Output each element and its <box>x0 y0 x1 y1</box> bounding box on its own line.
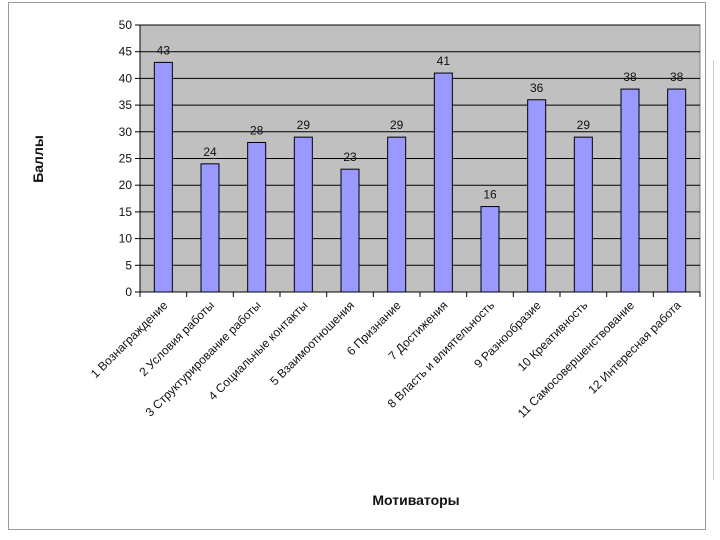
data-label: 16 <box>483 188 497 202</box>
bar <box>293 136 313 293</box>
data-label: 38 <box>623 70 637 84</box>
y-tick-label: 45 <box>119 45 133 59</box>
y-tick-label: 25 <box>119 152 133 166</box>
data-label: 43 <box>157 43 171 57</box>
y-tick-label: 30 <box>119 125 133 139</box>
y-tick-label: 5 <box>125 258 132 272</box>
category-label: 5 Взаимоотношения <box>267 298 357 388</box>
bar <box>387 136 407 293</box>
bar <box>480 206 500 293</box>
data-label: 28 <box>250 123 264 137</box>
bar <box>200 163 220 293</box>
bar-chart: 0 5 10 15 20 25 30 35 40 45 50 43 24 28 29 23 29 41 16 36 2… <box>30 18 701 508</box>
chart-frame: 0 5 10 15 20 25 30 35 40 45 50 43 24 28 29 23 29 41 16 36 2… <box>8 2 706 530</box>
y-axis-ticks: 0 5 10 15 20 25 30 35 40 45 50 <box>119 18 141 299</box>
data-label: 24 <box>203 145 217 159</box>
data-label: 41 <box>437 54 451 68</box>
bar <box>573 136 593 293</box>
bar <box>667 88 687 293</box>
y-tick-label: 10 <box>119 232 133 246</box>
category-label: 1 Вознаграждение <box>88 298 171 381</box>
data-label: 36 <box>530 81 544 95</box>
y-tick-label: 20 <box>119 178 133 192</box>
y-tick-label: 50 <box>119 18 133 32</box>
y-tick-label: 35 <box>119 98 133 112</box>
data-label: 38 <box>670 70 684 84</box>
bar <box>153 61 173 293</box>
bar <box>247 141 267 293</box>
bars: 43 24 28 29 23 29 41 16 36 29 38 38 <box>153 43 687 293</box>
bar <box>527 99 547 293</box>
slide-edge-decoration <box>713 60 720 480</box>
bar <box>340 168 360 293</box>
x-axis-title: Мотиваторы <box>372 492 459 508</box>
data-label: 29 <box>577 118 591 132</box>
bar <box>620 88 640 293</box>
data-label: 29 <box>390 118 404 132</box>
data-label: 29 <box>297 118 311 132</box>
y-tick-label: 15 <box>119 205 133 219</box>
y-tick-label: 40 <box>119 71 133 85</box>
category-label: 12 Интересная работа <box>585 298 684 397</box>
data-label: 23 <box>343 150 357 164</box>
y-tick-label: 0 <box>125 285 132 299</box>
y-axis-title: Баллы <box>30 135 46 183</box>
bar <box>433 72 453 293</box>
